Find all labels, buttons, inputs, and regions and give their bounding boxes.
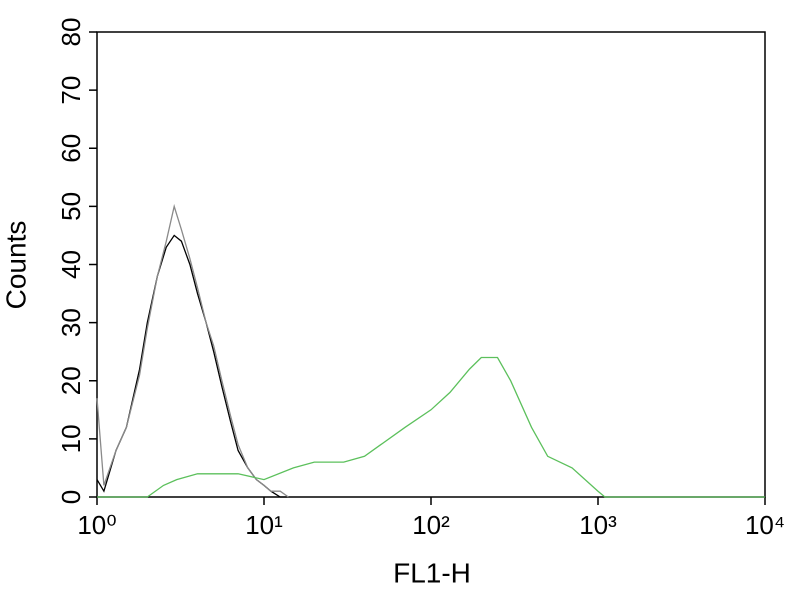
- y-tick-label: 40: [56, 250, 86, 279]
- y-tick-label: 50: [56, 192, 86, 221]
- x-tick-label: 10⁰: [77, 510, 116, 540]
- x-tick-label: 10³: [579, 510, 617, 540]
- x-tick-label: 10¹: [245, 510, 283, 540]
- y-tick-label: 20: [56, 366, 86, 395]
- histogram-line: [96, 234, 289, 498]
- x-axis-label: FL1-H: [393, 557, 471, 588]
- y-tick-label: 70: [56, 76, 86, 105]
- y-axis-label: Counts: [0, 221, 31, 310]
- x-tick-label: 10⁴: [745, 510, 785, 540]
- x-tick-label: 10²: [412, 510, 450, 540]
- histogram-line: [96, 203, 289, 498]
- plot-frame: [96, 31, 766, 498]
- y-tick-label: 0: [56, 490, 86, 504]
- y-tick-label: 80: [56, 18, 86, 47]
- y-tick-label: 30: [56, 308, 86, 337]
- histogram-line: [97, 356, 765, 498]
- y-tick-label: 10: [56, 424, 86, 453]
- y-tick-label: 60: [56, 134, 86, 163]
